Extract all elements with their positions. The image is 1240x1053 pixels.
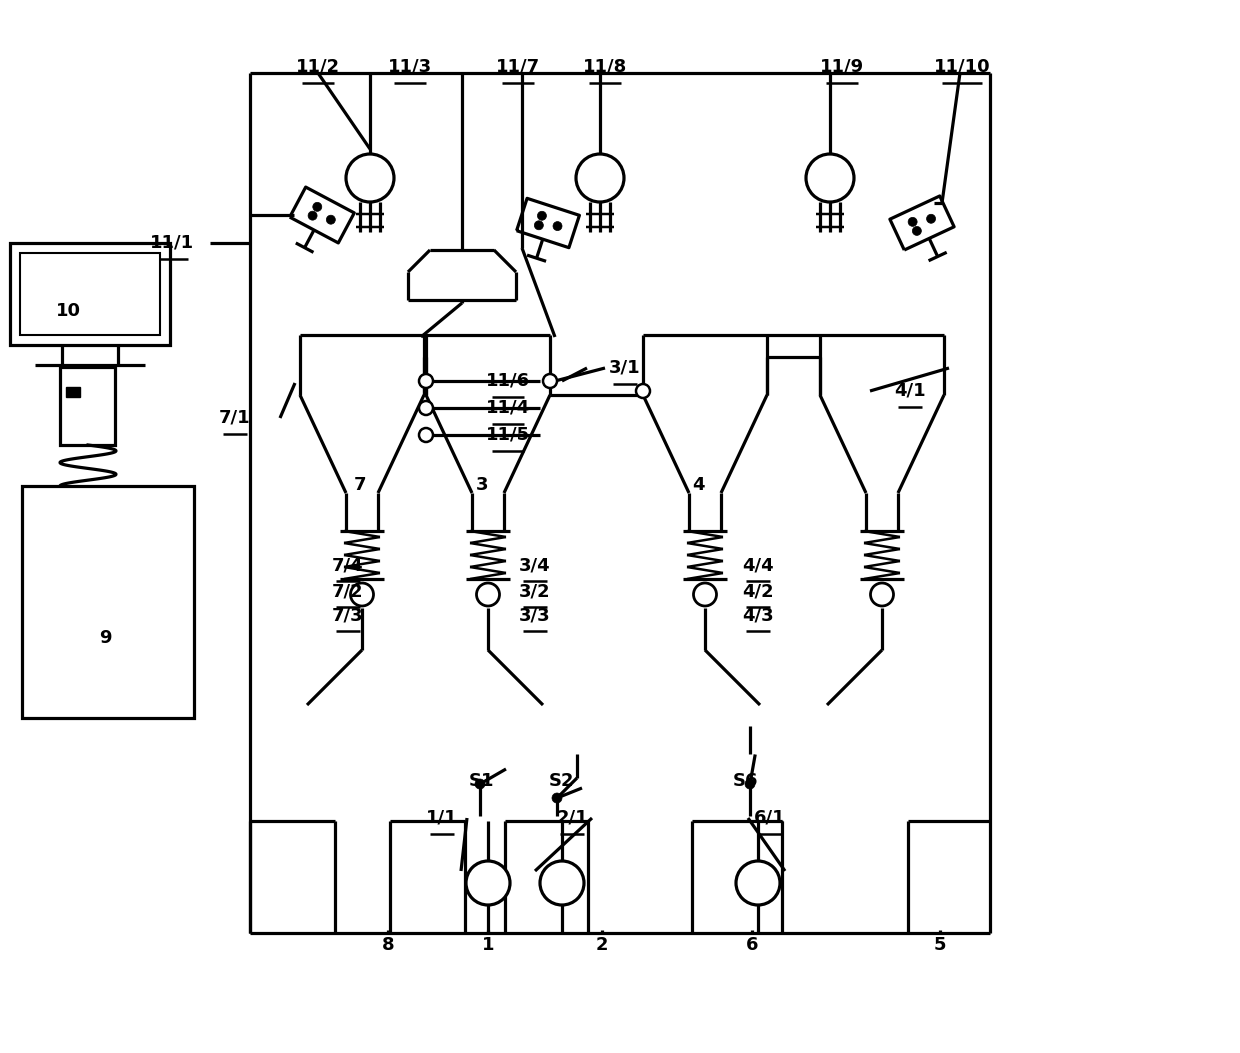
Text: 11/5: 11/5 <box>486 426 529 444</box>
Text: 6: 6 <box>745 936 758 954</box>
Text: 11/7: 11/7 <box>496 58 541 76</box>
Text: 7: 7 <box>353 476 366 494</box>
Circle shape <box>913 226 921 236</box>
Circle shape <box>539 861 584 905</box>
Text: 11/3: 11/3 <box>388 58 432 76</box>
Circle shape <box>419 428 433 442</box>
Text: 4/1: 4/1 <box>894 382 926 400</box>
Text: 11/1: 11/1 <box>150 234 195 252</box>
Text: 11/6: 11/6 <box>486 372 529 390</box>
Text: 3/3: 3/3 <box>520 605 551 624</box>
Circle shape <box>693 583 717 605</box>
Circle shape <box>419 401 433 415</box>
Text: 7/1: 7/1 <box>219 409 250 428</box>
Text: 7/4: 7/4 <box>332 556 363 574</box>
Circle shape <box>926 214 935 223</box>
Circle shape <box>870 583 894 605</box>
Circle shape <box>476 583 500 605</box>
Circle shape <box>466 861 510 905</box>
Text: 11/8: 11/8 <box>583 58 627 76</box>
Bar <box>22 486 193 718</box>
Text: S6: S6 <box>733 772 758 790</box>
Circle shape <box>543 374 557 388</box>
Circle shape <box>534 221 543 230</box>
Text: 3/2: 3/2 <box>520 582 551 600</box>
Text: 1/1: 1/1 <box>427 809 458 827</box>
Bar <box>20 253 160 335</box>
Circle shape <box>806 154 854 202</box>
Text: 3: 3 <box>476 476 489 494</box>
Text: 4/3: 4/3 <box>743 605 774 624</box>
Bar <box>10 243 170 345</box>
Circle shape <box>745 779 755 789</box>
Circle shape <box>308 212 317 220</box>
Text: 4/4: 4/4 <box>743 556 774 574</box>
Text: 11/2: 11/2 <box>296 58 340 76</box>
Text: S2: S2 <box>549 772 575 790</box>
Circle shape <box>908 217 918 226</box>
Text: 7/2: 7/2 <box>332 582 363 600</box>
Text: 6/1: 6/1 <box>754 809 786 827</box>
Text: 9: 9 <box>99 629 112 647</box>
Bar <box>60 367 115 445</box>
Text: 3/1: 3/1 <box>609 359 641 377</box>
Text: 2/1: 2/1 <box>557 809 588 827</box>
Circle shape <box>326 215 335 224</box>
Circle shape <box>419 374 433 388</box>
Text: 11/9: 11/9 <box>820 58 864 76</box>
Text: 10: 10 <box>56 302 81 320</box>
Text: 5: 5 <box>934 936 946 954</box>
Circle shape <box>351 583 373 605</box>
Text: S1: S1 <box>469 772 495 790</box>
Circle shape <box>552 793 562 803</box>
Circle shape <box>636 384 650 398</box>
Text: 11/10: 11/10 <box>934 58 991 76</box>
Circle shape <box>737 861 780 905</box>
Circle shape <box>475 779 485 789</box>
Text: 2: 2 <box>595 936 609 954</box>
Text: 4/2: 4/2 <box>743 582 774 600</box>
Circle shape <box>537 212 547 220</box>
Text: 7/3: 7/3 <box>332 605 363 624</box>
Text: 1: 1 <box>482 936 495 954</box>
Circle shape <box>577 154 624 202</box>
Text: 11/4: 11/4 <box>486 399 529 417</box>
Circle shape <box>312 202 322 212</box>
Text: 8: 8 <box>382 936 394 954</box>
Circle shape <box>553 221 562 231</box>
Text: 4: 4 <box>692 476 704 494</box>
Text: 3/4: 3/4 <box>520 556 551 574</box>
Circle shape <box>346 154 394 202</box>
Bar <box>66 388 81 397</box>
